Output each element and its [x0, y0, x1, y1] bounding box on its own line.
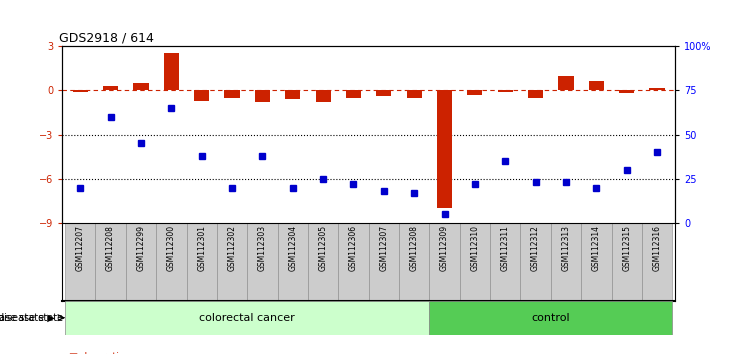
Text: GSM112302: GSM112302: [228, 225, 237, 272]
Text: GSM112315: GSM112315: [622, 225, 631, 272]
Text: GSM112310: GSM112310: [470, 225, 480, 272]
Bar: [126, 223, 156, 301]
Bar: [650, 88, 664, 90]
Text: disease state: disease state: [0, 313, 63, 323]
Bar: [315, 90, 331, 102]
Bar: [429, 223, 460, 301]
Bar: [612, 223, 642, 301]
Bar: [498, 90, 513, 92]
Bar: [277, 223, 308, 301]
Bar: [520, 223, 551, 301]
Bar: [346, 90, 361, 98]
Text: GSM112306: GSM112306: [349, 225, 358, 272]
Bar: [285, 90, 300, 99]
Bar: [103, 86, 118, 90]
Bar: [217, 223, 247, 301]
Bar: [164, 53, 179, 90]
Text: GSM112316: GSM112316: [653, 225, 661, 272]
Text: colorectal cancer: colorectal cancer: [199, 313, 295, 323]
Text: ■  log ratio: ■ log ratio: [69, 352, 126, 354]
Bar: [558, 75, 574, 90]
Bar: [73, 90, 88, 92]
Text: GSM112208: GSM112208: [106, 225, 115, 271]
Bar: [642, 223, 672, 301]
Bar: [490, 223, 520, 301]
Bar: [65, 301, 429, 335]
Text: GSM112207: GSM112207: [76, 225, 85, 272]
Bar: [399, 223, 429, 301]
Bar: [338, 223, 369, 301]
Bar: [588, 81, 604, 90]
Bar: [581, 223, 612, 301]
Bar: [224, 90, 239, 98]
Text: GSM112308: GSM112308: [410, 225, 419, 272]
Text: GSM112309: GSM112309: [440, 225, 449, 272]
Text: GSM112314: GSM112314: [592, 225, 601, 272]
Text: GSM112307: GSM112307: [380, 225, 388, 272]
Bar: [429, 301, 672, 335]
Text: GSM112313: GSM112313: [561, 225, 570, 272]
Text: GDS2918 / 614: GDS2918 / 614: [59, 32, 154, 45]
Bar: [619, 90, 634, 93]
Text: GSM112312: GSM112312: [531, 225, 540, 271]
Bar: [369, 223, 399, 301]
Text: GSM112301: GSM112301: [197, 225, 206, 272]
Text: GSM112303: GSM112303: [258, 225, 267, 272]
Bar: [376, 90, 391, 96]
Text: GSM112304: GSM112304: [288, 225, 297, 272]
Bar: [65, 223, 96, 301]
Text: control: control: [531, 313, 570, 323]
Text: GSM112305: GSM112305: [318, 225, 328, 272]
Bar: [551, 223, 581, 301]
Bar: [186, 223, 217, 301]
Bar: [96, 223, 126, 301]
Bar: [194, 90, 210, 101]
Bar: [247, 223, 277, 301]
Bar: [308, 223, 338, 301]
Text: GSM112299: GSM112299: [137, 225, 145, 272]
Text: GSM112300: GSM112300: [167, 225, 176, 272]
Bar: [528, 90, 543, 98]
Text: GSM112311: GSM112311: [501, 225, 510, 271]
Bar: [134, 83, 149, 90]
Bar: [156, 223, 186, 301]
Bar: [407, 90, 422, 98]
Bar: [460, 223, 490, 301]
Bar: [255, 90, 270, 102]
Bar: [467, 90, 483, 95]
Bar: [437, 90, 452, 208]
Text: disease state ▶: disease state ▶: [0, 313, 55, 323]
